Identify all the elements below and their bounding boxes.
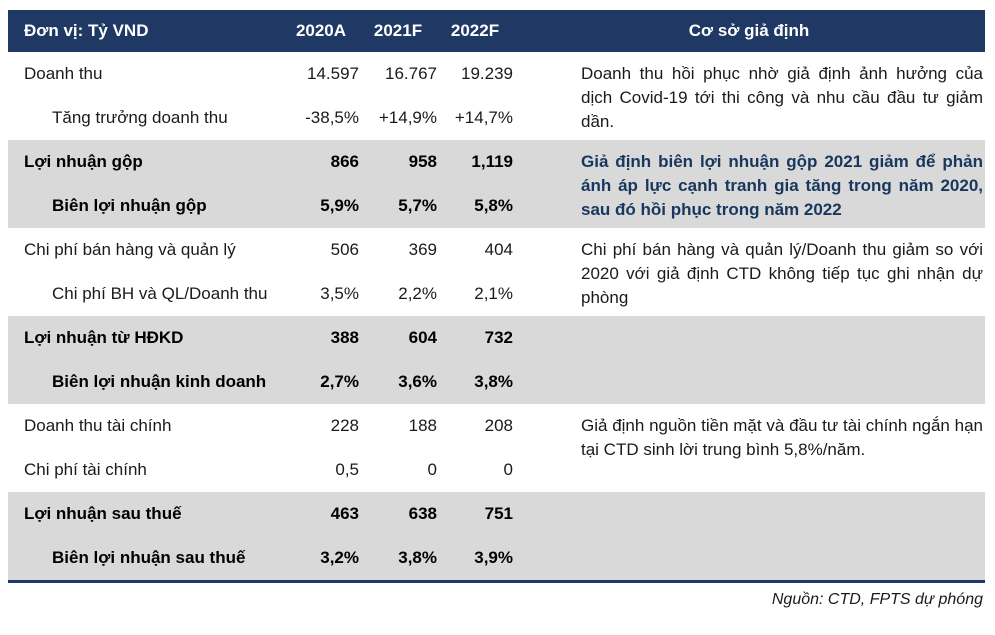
table-row: Lợi nhuận từ HĐKD 388 604 732 (8, 316, 513, 360)
value-cell: 1,119 (471, 152, 513, 171)
table-row: Biên lợi nhuận sau thuế 3,2% 3,8% 3,9% (8, 536, 513, 580)
column-header-2022f: 2022F (450, 21, 500, 40)
row-label: Lợi nhuận gộp (24, 152, 143, 171)
value-cell: 228 (330, 416, 359, 435)
row-label: Lợi nhuận sau thuế (24, 504, 182, 523)
value-cell: 5,9% (320, 196, 359, 215)
value-cell: 463 (330, 504, 359, 523)
value-cell: 16.767 (385, 64, 437, 83)
value-cell: 388 (330, 328, 359, 347)
table-section: Doanh thu 14.597 16.767 19.239 Tăng trưởng d… (8, 52, 985, 140)
value-cell: 958 (408, 152, 437, 171)
table-section: Lợi nhuận sau thuế 463 638 751 Biên lợi nhuậ… (8, 492, 985, 583)
value-cell: 5,7% (398, 196, 437, 215)
value-cell: 604 (408, 328, 437, 347)
value-cell: 5,8% (474, 196, 513, 215)
source-note: Nguồn: CTD, FPTS dự phóng (771, 591, 983, 608)
row-label: Chi phí BH và QL/Doanh thu (52, 284, 268, 303)
assumption-note: Giả định nguồn tiền mặt và đầu tư tài ch… (581, 416, 983, 459)
table-row: Lợi nhuận sau thuế 463 638 751 (8, 492, 513, 536)
assumption-note: Doanh thu hồi phục nhờ giả định ảnh hưởn… (581, 64, 983, 131)
value-cell: 3,5% (320, 284, 359, 303)
value-cell: +14,7% (454, 108, 513, 127)
value-cell: 751 (484, 504, 513, 523)
row-label: Lợi nhuận từ HĐKD (24, 328, 184, 347)
section-rows: Lợi nhuận từ HĐKD 388 604 732 Biên lợi nhuận… (8, 316, 513, 404)
assumption-note (513, 316, 985, 404)
assumptions-column-header: Cơ sở giả định (688, 21, 810, 40)
row-label: Doanh thu tài chính (24, 416, 172, 435)
value-cell: +14,9% (378, 108, 437, 127)
value-cell: 19.239 (461, 64, 513, 83)
value-cell: 404 (484, 240, 513, 259)
row-label: Biên lợi nhuận gộp (52, 196, 207, 215)
value-cell: 732 (484, 328, 513, 347)
section-rows: Lợi nhuận gộp 866 958 1,119 Biên lợi nhuận g… (8, 140, 513, 228)
section-rows: Lợi nhuận sau thuế 463 638 751 Biên lợi nhuậ… (8, 492, 513, 580)
value-cell: 866 (330, 152, 359, 171)
section-rows: Doanh thu tài chính 228 188 208 Chi phí tài … (8, 404, 513, 492)
row-label: Doanh thu (24, 64, 103, 83)
table-section: Chi phí bán hàng và quản lý 506 369 404 Chi … (8, 228, 985, 316)
row-label: Tăng trưởng doanh thu (52, 108, 228, 127)
assumption-note (513, 492, 985, 580)
table-row: Tăng trưởng doanh thu -38,5% +14,9% +14,7% (8, 96, 513, 140)
value-cell: 2,2% (398, 284, 437, 303)
row-label: Biên lợi nhuận kinh doanh (52, 372, 267, 391)
table-row: Chi phí tài chính 0,5 0 0 (8, 448, 513, 492)
assumption-note: Giả định biên lợi nhuận gộp 2021 giảm để… (581, 152, 983, 219)
value-cell: 14.597 (307, 64, 359, 83)
value-cell: 188 (408, 416, 437, 435)
value-cell: 638 (408, 504, 437, 523)
table-row: Chi phí BH và QL/Doanh thu 3,5% 2,2% 2,1% (8, 272, 513, 316)
unit-label: Đơn vị: Tỷ VND (24, 21, 149, 40)
column-header-2020a: 2020A (295, 21, 347, 40)
table-section: Doanh thu tài chính 228 188 208 Chi phí tài … (8, 404, 985, 492)
section-rows: Doanh thu 14.597 16.767 19.239 Tăng trưởng d… (8, 52, 513, 140)
table-row: Biên lợi nhuận gộp 5,9% 5,7% 5,8% (8, 184, 513, 228)
table-section: Lợi nhuận từ HĐKD 388 604 732 Biên lợi nhuận… (8, 316, 985, 404)
value-cell: 3,6% (398, 372, 437, 391)
value-cell: 3,8% (474, 372, 513, 391)
table-row: Doanh thu tài chính 228 188 208 (8, 404, 513, 448)
table-row: Biên lợi nhuận kinh doanh 2,7% 3,6% 3,8% (8, 360, 513, 404)
value-cell: 3,2% (320, 548, 359, 567)
section-rows: Chi phí bán hàng và quản lý 506 369 404 Chi … (8, 228, 513, 316)
value-cell: 369 (408, 240, 437, 259)
row-label: Biên lợi nhuận sau thuế (52, 548, 246, 567)
value-cell: 3,9% (474, 548, 513, 567)
forecast-table: Đơn vị: Tỷ VND 2020A 2021F 2022F Cơ sở g… (8, 10, 985, 609)
value-cell: 0 (503, 460, 513, 479)
row-label: Chi phí tài chính (24, 460, 147, 479)
value-cell: 2,7% (320, 372, 359, 391)
table-row: Lợi nhuận gộp 866 958 1,119 (8, 140, 513, 184)
value-cell: 506 (330, 240, 359, 259)
table-header-row: Đơn vị: Tỷ VND 2020A 2021F 2022F Cơ sở g… (8, 10, 985, 52)
value-cell: 0,5 (335, 460, 359, 479)
column-header-2021f: 2021F (373, 21, 423, 40)
table-row: Doanh thu 14.597 16.767 19.239 (8, 52, 513, 96)
value-cell: 0 (427, 460, 437, 479)
row-label: Chi phí bán hàng và quản lý (24, 240, 236, 259)
value-cell: 2,1% (474, 284, 513, 303)
value-cell: 208 (484, 416, 513, 435)
table-body: Doanh thu 14.597 16.767 19.239 Tăng trưởng d… (8, 52, 985, 583)
table-row: Chi phí bán hàng và quản lý 506 369 404 (8, 228, 513, 272)
value-cell: 3,8% (398, 548, 437, 567)
value-cell: -38,5% (305, 108, 359, 127)
table-header-left: Đơn vị: Tỷ VND 2020A 2021F 2022F (8, 10, 513, 52)
assumption-note: Chi phí bán hàng và quản lý/Doanh thu gi… (581, 240, 983, 307)
table-section: Lợi nhuận gộp 866 958 1,119 Biên lợi nhuận g… (8, 140, 985, 228)
